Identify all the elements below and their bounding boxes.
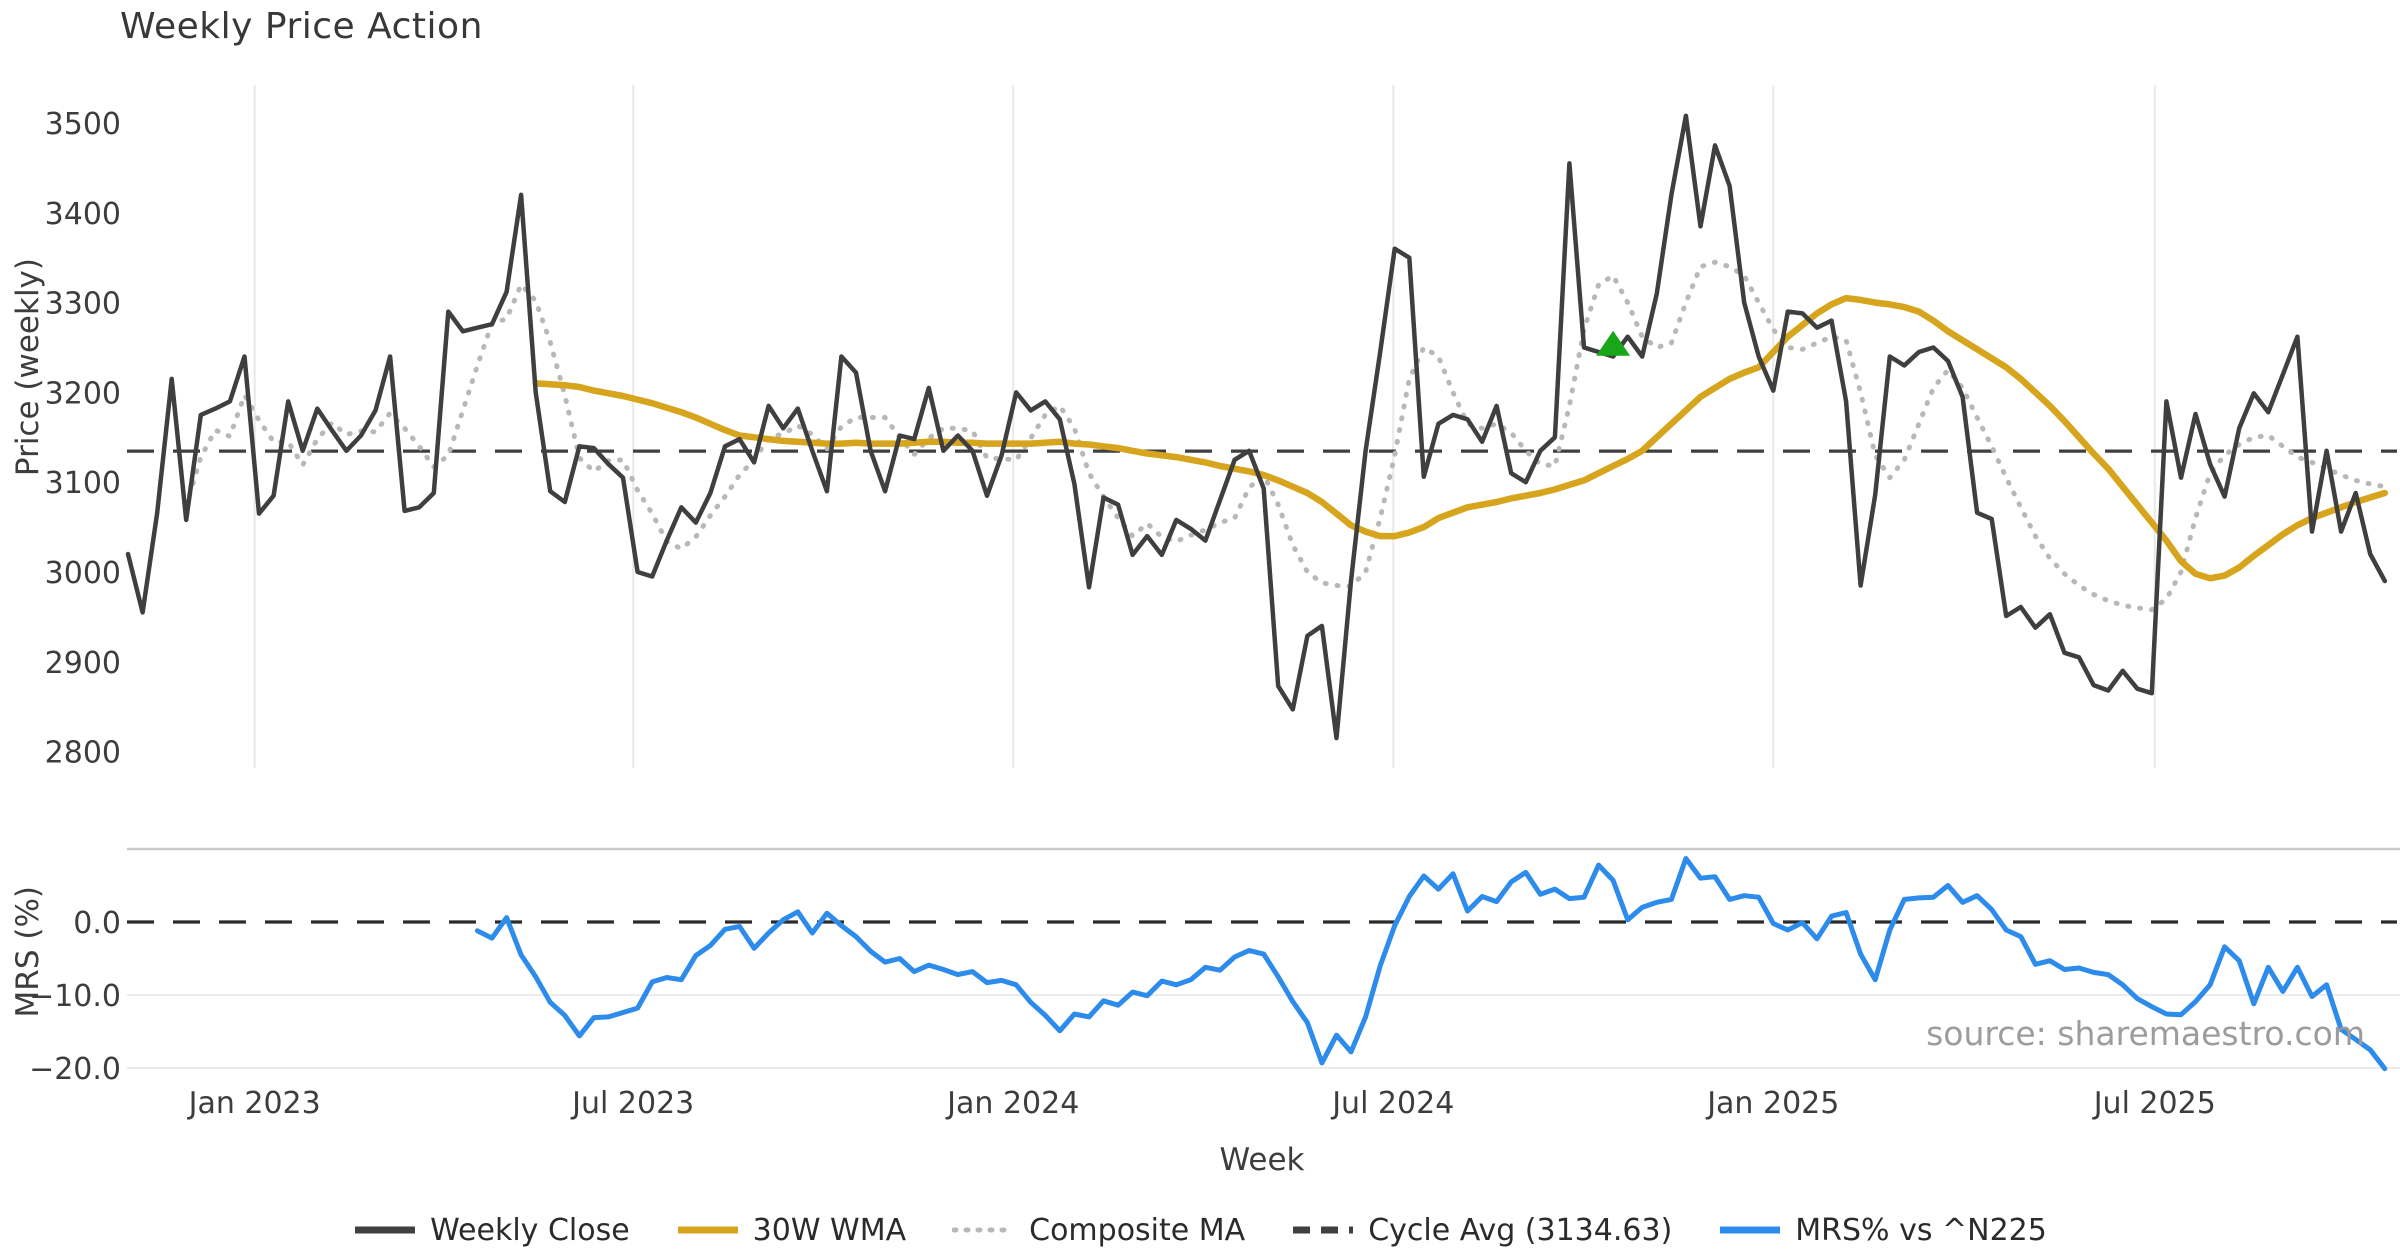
weekly-close-line xyxy=(125,113,2388,741)
x-tick-label: Jan 2023 xyxy=(187,1086,321,1121)
legend-item-label: Cycle Avg (3134.63) xyxy=(1368,1212,1673,1248)
legend-item: Cycle Avg (3134.63) xyxy=(1291,1213,1672,1248)
mrs-line xyxy=(474,856,2388,1072)
price-tick-label: 3400 xyxy=(45,197,121,232)
x-tick-label: Jan 2024 xyxy=(945,1086,1079,1121)
price-tick-label: 3200 xyxy=(45,376,121,411)
legend-swatch-icon xyxy=(677,1226,738,1234)
price-tick-label: 3100 xyxy=(45,466,121,501)
x-tick-label: Jul 2024 xyxy=(1330,1086,1454,1121)
legend-item: Composite MA xyxy=(952,1213,1245,1248)
legend-item-label: MRS% vs ^N225 xyxy=(1795,1212,2047,1248)
mrs-tick-label: 0.0 xyxy=(73,906,121,941)
legend-item: MRS% vs ^N225 xyxy=(1718,1213,2047,1248)
price-tick-label: 3300 xyxy=(45,287,121,322)
composite-ma-line xyxy=(183,259,2388,613)
legend-item: 30W WMA xyxy=(676,1213,906,1248)
wma-line xyxy=(532,294,2389,582)
legend-item: Weekly Close xyxy=(353,1213,630,1248)
price-tick-label: 2900 xyxy=(45,646,121,681)
legend-swatch-icon xyxy=(952,1227,1017,1233)
price-tick-label: 3500 xyxy=(45,107,121,142)
price-tick-label: 3000 xyxy=(45,556,121,591)
legend-swatch-icon xyxy=(355,1226,416,1234)
legend-item-label: Weekly Close xyxy=(430,1212,630,1248)
mrs-tick-label: −10.0 xyxy=(29,979,121,1014)
x-tick-label: Jan 2025 xyxy=(1705,1086,1839,1121)
source-note: source: sharemaestro.com xyxy=(1926,1014,2365,1053)
signal-triangle-icon xyxy=(1596,330,1631,356)
legend-item-label: 30W WMA xyxy=(752,1212,907,1248)
mrs-tick-label: −20.0 xyxy=(29,1052,121,1087)
mrs-axis-title: MRS (%) xyxy=(10,886,46,1018)
legend-item-label: Composite MA xyxy=(1029,1212,1246,1248)
price-tick-label: 2800 xyxy=(45,736,121,771)
page-title: Weekly Price Action xyxy=(120,6,483,47)
legend: Weekly Close 30W WMA Composite MA Cycle Avg… xyxy=(0,1206,2400,1254)
price-axis-title: Price (weekly) xyxy=(10,258,46,477)
x-tick-label: Jul 2023 xyxy=(570,1086,694,1121)
week-axis-title: Week xyxy=(1219,1142,1305,1178)
legend-swatch-icon xyxy=(1293,1226,1354,1234)
legend-swatch-icon xyxy=(1720,1226,1781,1234)
x-tick-label: Jul 2025 xyxy=(2092,1086,2216,1121)
